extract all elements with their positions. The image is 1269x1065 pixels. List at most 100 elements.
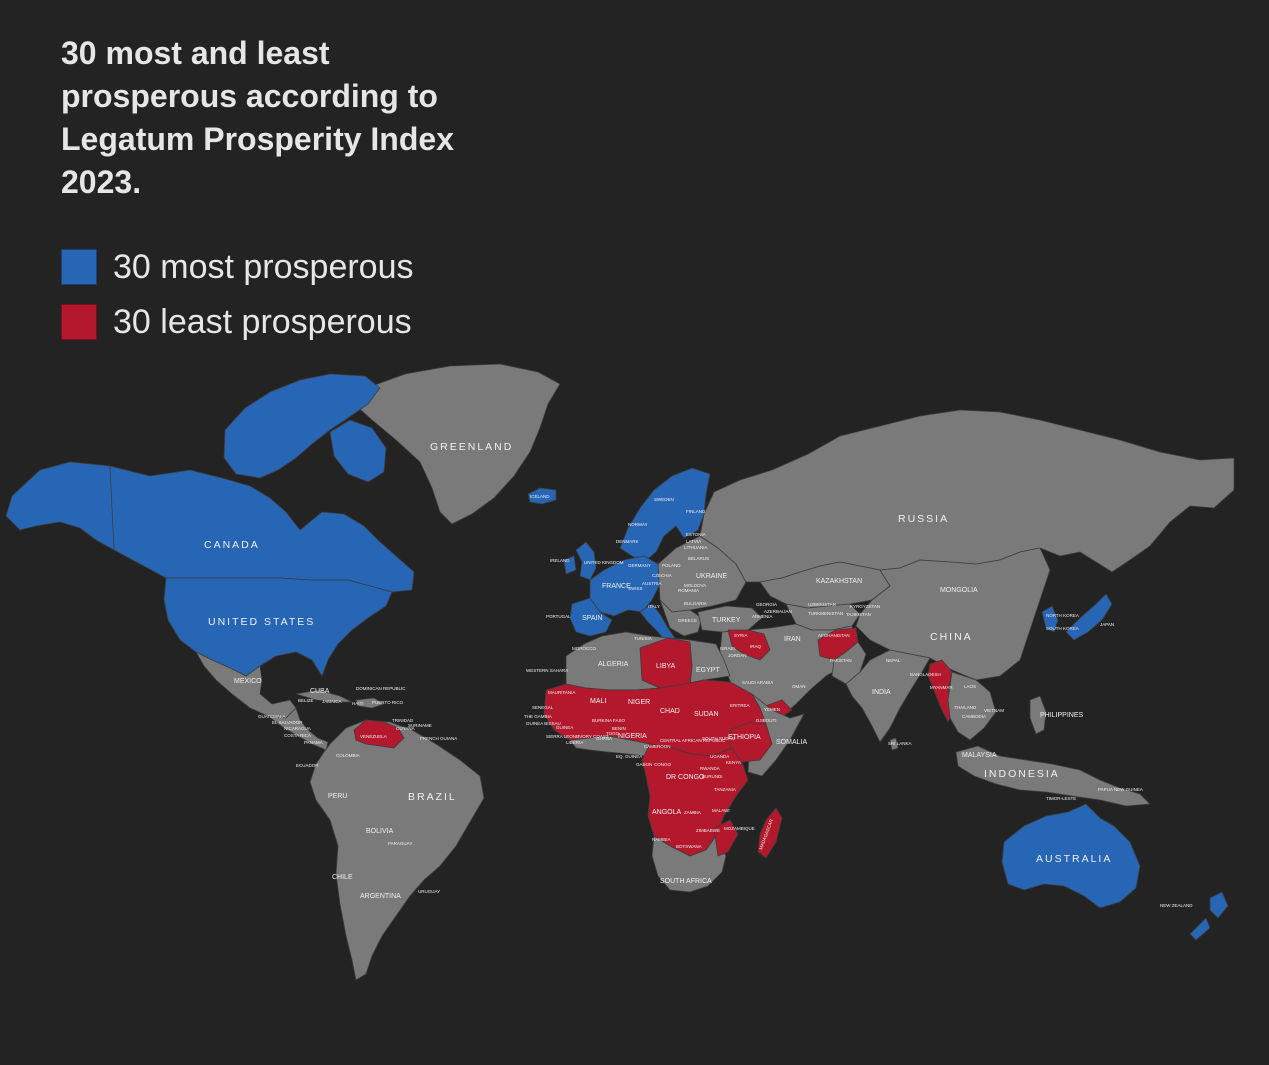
ireland — [563, 555, 577, 575]
map-label-new-zealand: NEW ZEALAND — [1160, 903, 1193, 908]
map-label-central-african-republic: CENTRAL AFRICAN REPUBLIC — [660, 738, 726, 743]
canada — [11, 461, 415, 593]
map-label-azerbaijan: AZERBAIJAN — [764, 609, 792, 614]
map-label-oman: OMAN — [792, 684, 806, 689]
map-label-senegal: SENEGAL — [532, 705, 554, 710]
map-label-libya: LIBYA — [656, 663, 676, 670]
map-label-tunisia: TUNISIA — [634, 636, 652, 641]
map-label-iran: IRAN — [784, 636, 801, 643]
map-label-mexico: MEXICO — [234, 678, 262, 685]
map-label-united-kingdom: UNITED KINGDOM — [584, 560, 624, 565]
map-label-mali: MALI — [590, 698, 606, 705]
map-label-peru: PERU — [328, 793, 347, 800]
map-label-sierra-leone: SIERRA LEONE — [546, 734, 579, 739]
map-label-djibouti: DJIBOUTI — [756, 718, 777, 723]
map-label-zimbabwe: ZIMBABWE — [696, 828, 720, 833]
map-label-swiss: SWISS — [628, 586, 643, 591]
iceland — [527, 487, 557, 505]
canada-arctic-islands — [223, 373, 381, 479]
map-label-austria: AUSTRIA — [642, 581, 662, 586]
map-label-argentina: ARGENTINA — [360, 893, 401, 900]
turkey — [697, 605, 763, 633]
map-label-cambodia: CAMBODIA — [962, 714, 986, 719]
map-label-laos: LAOS — [964, 684, 976, 689]
map-label-bulgaria: BULGARIA — [684, 601, 707, 606]
map-label-mongolia: MONGOLIA — [940, 587, 978, 594]
map-label-malawi: MALAWI — [712, 808, 730, 813]
southeast-asia — [947, 671, 997, 741]
map-label-israel: ISRAEL — [720, 646, 737, 651]
hispaniola — [355, 697, 385, 709]
map-label-iraq: IRAQ — [750, 644, 762, 649]
map-label-nepal: NEPAL — [886, 658, 901, 663]
map-label-sri-lanka: SRI LANKA — [888, 741, 912, 746]
map-label-mozambique: MOZAMBIQUE — [724, 826, 755, 831]
map-label-belize: BELIZE — [298, 698, 314, 703]
iberia — [569, 597, 613, 637]
map-label-malaysia: MALAYSIA — [962, 752, 997, 759]
map-label-egypt: EGYPT — [696, 667, 720, 674]
southern-africa — [651, 835, 727, 893]
map-label-namibia: NAMIBIA — [652, 837, 671, 842]
mozambique — [713, 819, 739, 857]
map-label-tanzania: TANZANIA — [714, 787, 736, 792]
map-label-yemen: YEMEN — [764, 707, 780, 712]
map-label-western-sahara: WESTERN SAHARA — [526, 668, 568, 673]
map-label-guatemala: GUATEMALA — [258, 714, 285, 719]
map-label-turkmenistan: TURKMENISTAN — [808, 611, 843, 616]
sri-lanka — [889, 737, 899, 751]
russia — [699, 409, 1235, 583]
map-label-costa-rica: COSTA RICA — [284, 733, 311, 738]
map-label-bangladesh: BANGLADESH — [910, 672, 941, 677]
map-label-ethiopia: ETHIOPIA — [728, 734, 761, 741]
map-label-uruguay: URUGUAY — [418, 889, 440, 894]
map-label-zambia: ZAMBIA — [684, 810, 701, 815]
map-label-moldova: MOLDOVA — [684, 583, 706, 588]
map-label-italy: ITALY — [648, 604, 660, 609]
map-label-panama: PANAMA — [304, 740, 323, 745]
australia — [1001, 803, 1141, 909]
map-label-chile: CHILE — [332, 874, 353, 881]
legend-label-least-prosperous: 30 least prosperous — [113, 303, 412, 341]
map-label-ukraine: UKRAINE — [696, 573, 727, 580]
map-label-burundi: BURUNDI — [702, 774, 723, 779]
map-label-denmark: DENMARK — [616, 539, 639, 544]
map-label-niger: NIGER — [628, 699, 650, 706]
legend-item-most-prosperous: 30 most prosperous — [61, 248, 414, 286]
map-label-poland: POLAND — [662, 563, 681, 568]
japan — [1065, 593, 1113, 641]
map-label-pakistan: PAKISTAN — [830, 658, 852, 663]
map-label-trinidad: TRINIDAD — [392, 718, 414, 723]
map-label-haiti: HAITI — [352, 701, 364, 706]
map-label-eq-guinea: EQ. GUINEA — [616, 754, 642, 759]
map-label-france: FRANCE — [602, 583, 631, 590]
canada-baffin — [329, 419, 387, 483]
map-label-the-gambia: THE GAMBIA — [524, 714, 552, 719]
map-label-portugal: PORTUGAL — [546, 614, 571, 619]
map-label-venezuela: VENEZUELA — [360, 734, 387, 739]
pakistan — [831, 641, 867, 685]
central-america — [267, 707, 329, 751]
map-label-south-africa: SOUTH AFRICA — [660, 878, 712, 885]
map-label-estonia: ESTONIA — [686, 532, 706, 537]
indonesia — [955, 745, 1151, 807]
map-label-armenia: ARMENIA — [752, 614, 773, 619]
map-label-mauritania: MAURITANIA — [548, 690, 575, 695]
map-label-kenya: KENYA — [726, 760, 741, 765]
venezuela — [353, 719, 405, 749]
map-label-greenland: GREENLAND — [430, 441, 513, 453]
map-label-iceland: ICELAND — [530, 494, 550, 499]
map-label-jordan: JORDAN — [728, 653, 747, 658]
map-label-russia: RUSSIA — [898, 513, 949, 525]
map-label-ghana: GHANA — [596, 736, 612, 741]
map-label-vietnam: VIETNAM — [984, 708, 1004, 713]
map-label-south-korea: SOUTH KOREA — [1046, 626, 1079, 631]
map-label-tajikistan: TAJIKISTAN — [846, 612, 871, 617]
map-label-botswana: BOTSWANA — [676, 844, 702, 849]
syria-iraq — [727, 629, 771, 661]
legend-item-least-prosperous: 30 least prosperous — [61, 303, 414, 341]
map-label-jamaica: JAMAICA — [322, 699, 342, 704]
new-zealand — [1189, 891, 1229, 941]
united-kingdom — [575, 541, 597, 581]
map-label-czechia: CZECHIA — [652, 573, 672, 578]
